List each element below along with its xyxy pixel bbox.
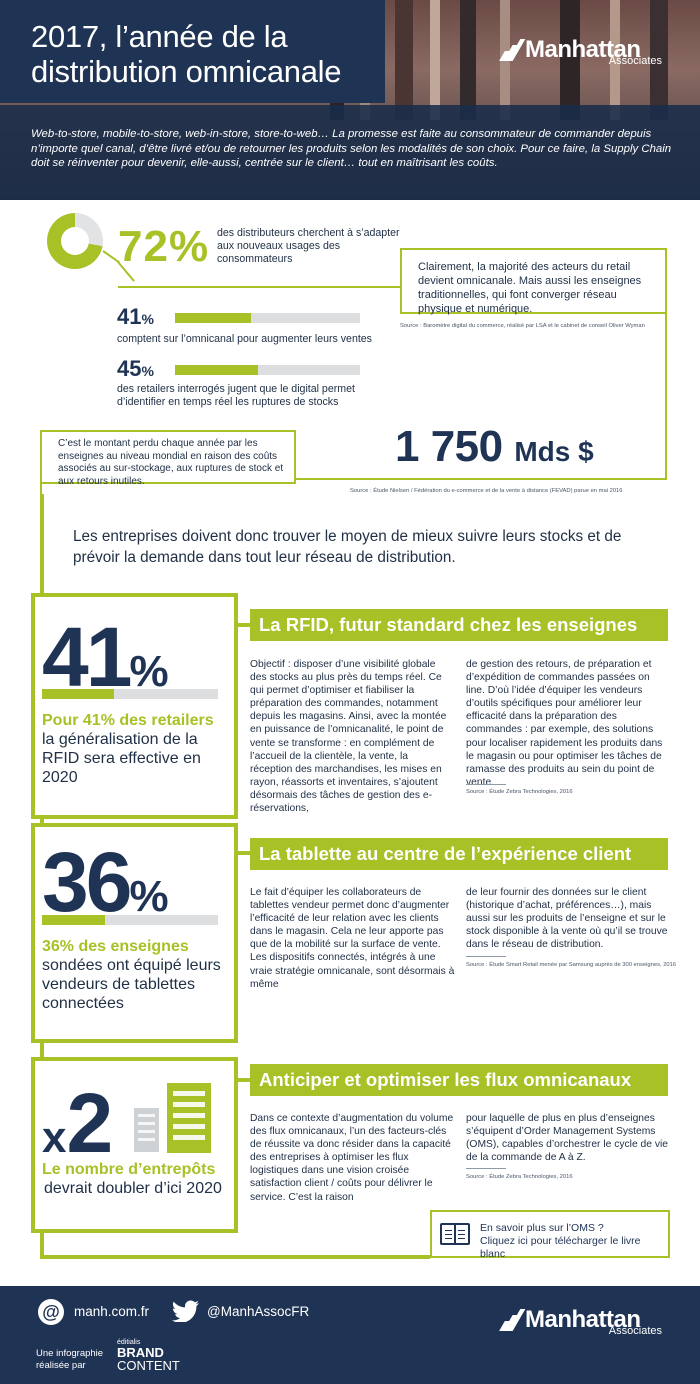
flux-column-2: pour laquelle de plus en plus d’enseigne…	[466, 1113, 669, 1164]
tablet-bar-fill	[42, 915, 106, 925]
flux-source-rule	[466, 1168, 506, 1169]
manhattan-logo-footer: Manhattan Associates	[499, 1300, 670, 1340]
intro-text: Web-to-store, mobile-to-store, web-in-st…	[31, 128, 672, 169]
stat-41-bar	[175, 313, 360, 323]
tablet-source-rule	[466, 956, 506, 957]
rfid-column-2: de gestion des retours, de préparation e…	[466, 659, 663, 788]
tablet-description: 36% des enseignes sondées ont équipé leu…	[42, 938, 221, 1012]
large-building-icon	[167, 1083, 211, 1153]
flux-description: Le nombre d’entrepôts devrait doubler d’…	[42, 1161, 222, 1197]
tablet-column-1: Le fait d’équiper les collaborateurs de …	[250, 887, 455, 990]
rfid-column-1: Objectif : disposer d’une visibilité glo…	[250, 659, 447, 815]
website-link[interactable]: manh.com.fr	[74, 1304, 150, 1319]
stat-45-value: 45%	[117, 356, 154, 381]
rfid-bar	[42, 689, 218, 699]
tablet-source: Source : Étude Smart Retail menée par Sa…	[466, 962, 677, 968]
logo-mark-icon	[499, 39, 526, 61]
rfid-big-value: 41%	[42, 610, 169, 704]
stat-45-bar	[175, 365, 360, 375]
manhattan-logo-header: Manhattan Associates	[499, 30, 670, 70]
rfid-source-rule	[466, 784, 506, 785]
flux-big-value: x2	[42, 1076, 114, 1170]
source-1: Source : Baromètre digital du commerce, …	[400, 323, 645, 329]
donut-72-chart	[47, 213, 103, 269]
twitter-bird-icon	[171, 1300, 200, 1323]
callout-montant: C’est le montant perdu chaque année par …	[40, 430, 296, 487]
logo-mark-icon	[499, 1309, 526, 1331]
brand-content-logo: éditialis BRAND CONTENT	[117, 1339, 180, 1373]
page-title-box: 2017, l’année de la distribution omnican…	[0, 0, 385, 103]
tablet-big-value: 36%	[42, 835, 169, 929]
twitter-handle[interactable]: @ManhAssocFR	[207, 1304, 310, 1319]
rfid-bar-fill	[42, 689, 115, 699]
cta-text[interactable]: En savoir plus sur l’OMS ? Cliquez ici p…	[480, 1222, 641, 1260]
tablet-column-2: de leur fournir des données sur le clien…	[466, 887, 668, 951]
callout-omnicanal: Clairement, la majorité des acteurs du r…	[400, 248, 667, 315]
small-building-icon	[134, 1108, 159, 1152]
tablet-bar	[42, 915, 218, 925]
rfid-section-title: La RFID, futur standard chez les enseign…	[250, 609, 668, 641]
stat-45-text: des retailers interrogés jugent que le d…	[117, 383, 355, 408]
footer: @ manh.com.fr @ManhAssocFR Une infograph…	[0, 1286, 700, 1384]
amount-value: 1 750 Mds $	[395, 422, 594, 471]
tablet-section-title: La tablette au centre de l’expérience cl…	[250, 838, 668, 870]
stat-41-value: 41%	[117, 304, 154, 329]
rfid-stat-box	[31, 593, 238, 819]
tablet-stat-box	[31, 823, 238, 1043]
stat-72-text: des distributeurs cherchent à s’adapter …	[217, 227, 400, 265]
flux-source: Source : Étude Zebra Technologies, 2016	[466, 1174, 573, 1180]
page-title: 2017, l’année de la distribution omnican…	[31, 19, 342, 89]
email-icon: @	[38, 1299, 64, 1325]
cta-download-box[interactable]: En savoir plus sur l’OMS ? Cliquez ici p…	[430, 1210, 670, 1260]
flux-section-title: Anticiper et optimiser les flux omnicana…	[250, 1064, 668, 1096]
stat-45-bar-fill	[175, 365, 259, 375]
lead-paragraph: Les entreprises doivent donc trouver le …	[73, 528, 622, 566]
rfid-source: Source : Étude Zebra Technologies, 2016	[466, 789, 573, 795]
flux-column-1: Dans ce contexte d’augmentation du volum…	[250, 1113, 454, 1203]
stat-41-bar-fill	[175, 313, 251, 323]
rfid-description: Pour 41% des retailers la généralisation…	[42, 712, 214, 786]
book-icon	[440, 1223, 470, 1245]
stat-72-value: 72%	[118, 222, 210, 271]
credit-text: Une infographie réalisée par	[36, 1348, 104, 1371]
source-2: Source : Étude Nielsen / Fédération du e…	[350, 488, 623, 494]
stat-41-text: comptent sur l’omnicanal pour augmenter …	[117, 333, 372, 345]
